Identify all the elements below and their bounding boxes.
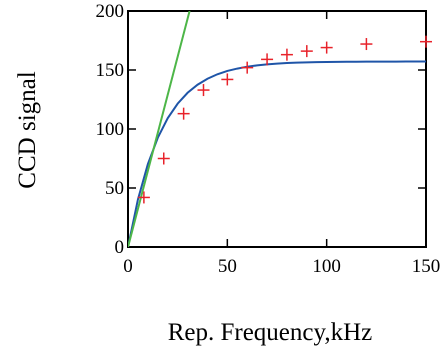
data-point-marker bbox=[360, 38, 373, 51]
data-point-marker bbox=[300, 45, 313, 58]
y-tick-label: 100 bbox=[96, 119, 125, 140]
plot-frame bbox=[127, 10, 427, 248]
y-axis-title: CCD signal bbox=[14, 71, 41, 188]
data-point-marker bbox=[197, 84, 210, 97]
x-axis-title: Rep. Frequency,kHz bbox=[168, 319, 373, 346]
data-point-marker bbox=[177, 107, 190, 120]
x-tick-label: 0 bbox=[123, 256, 133, 277]
plot-area bbox=[127, 10, 427, 248]
data-point-marker bbox=[420, 35, 432, 48]
y-tick-label: 50 bbox=[105, 178, 124, 199]
x-tick-label: 150 bbox=[412, 256, 441, 277]
markers-layer bbox=[137, 35, 432, 204]
data-point-marker bbox=[261, 53, 274, 66]
tick-labels: 0 50 100 150 0 50 100 150 200 bbox=[96, 1, 441, 277]
data-point-marker bbox=[241, 61, 254, 74]
initial-slope-line bbox=[128, 11, 191, 247]
y-tick-label: 150 bbox=[96, 60, 125, 81]
ticks bbox=[127, 10, 427, 248]
data-point-marker bbox=[157, 152, 170, 165]
x-tick-label: 100 bbox=[312, 256, 341, 277]
x-tick-label: 50 bbox=[218, 256, 237, 277]
data-point-marker bbox=[137, 191, 150, 204]
data-point-marker bbox=[320, 41, 333, 54]
data-point-marker bbox=[221, 73, 234, 86]
fit-curve-line bbox=[128, 60, 426, 247]
y-tick-label: 0 bbox=[115, 237, 125, 258]
series-layer bbox=[128, 11, 426, 247]
data-point-marker bbox=[280, 48, 293, 61]
y-tick-label: 200 bbox=[96, 1, 125, 22]
